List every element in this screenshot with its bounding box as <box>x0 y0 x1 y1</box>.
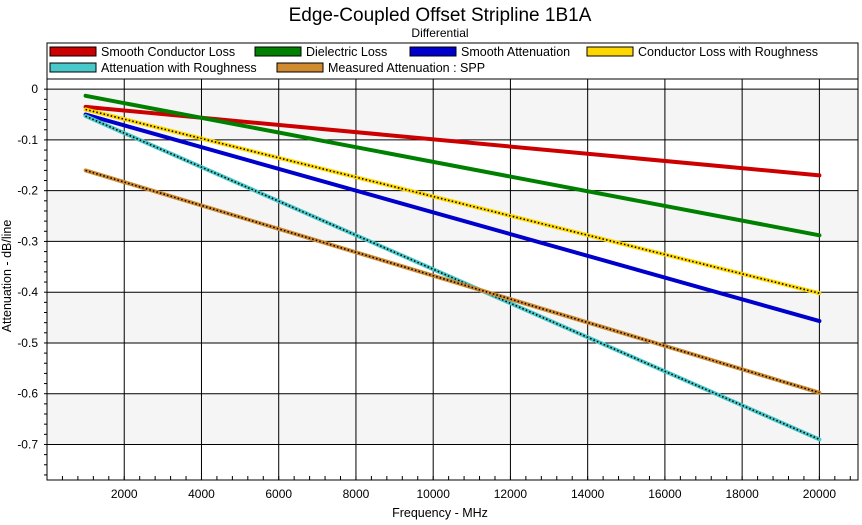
plot-area: 2000 4000 6000 8000 10000 12000 14000 16000 1800… <box>17 78 859 501</box>
x-tick-label: 8000 <box>343 487 370 501</box>
legend-swatch <box>49 62 97 73</box>
x-tick-label: 12000 <box>494 487 528 501</box>
x-tick-label: 20000 <box>803 487 837 501</box>
y-tick-label: 0 <box>31 82 38 96</box>
series-line-dielectric-loss <box>83 93 822 238</box>
series-line-smooth-attenuation <box>83 112 822 324</box>
x-tick-label: 18000 <box>725 487 759 501</box>
y-tick-label: -0.3 <box>17 234 38 248</box>
x-axis-label: Frequency - MHz <box>392 506 488 520</box>
legend: Smooth Conductor Loss Dielectric Loss Smoo… <box>46 42 859 80</box>
legend-entry: Conductor Loss with Roughness <box>638 45 818 59</box>
legend-entry: Smooth Attenuation <box>461 45 570 59</box>
plot-border <box>46 78 859 481</box>
y-tick-label: -0.4 <box>17 285 38 299</box>
chart-subtitle: Differential <box>411 26 468 40</box>
x-tick-label: 4000 <box>188 487 215 501</box>
legend-entry: Measured Attenuation : SPP <box>328 61 485 75</box>
series-line-measured-attenuation-spp <box>83 168 822 395</box>
x-tick-label: 6000 <box>265 487 292 501</box>
legend-entry: Smooth Conductor Loss <box>101 45 235 59</box>
y-tick-label: -0.6 <box>17 387 38 401</box>
y-tick-label: -0.2 <box>17 184 38 198</box>
y-tick-label: -0.1 <box>17 133 38 147</box>
y-tick-label: -0.7 <box>17 437 38 451</box>
plot-band <box>47 292 858 343</box>
chart-title: Edge-Coupled Offset Stripline 1B1A <box>289 5 592 26</box>
x-tick-label: 14000 <box>571 487 605 501</box>
y-tick-label: -0.5 <box>17 336 38 350</box>
legend-swatch <box>276 62 324 73</box>
legend-swatch <box>254 46 302 57</box>
legend-swatch <box>586 46 634 57</box>
legend-swatch <box>409 46 457 57</box>
x-tick-label: 10000 <box>417 487 451 501</box>
y-axis-label: Attenuation - dB/line <box>0 220 14 333</box>
plot-band <box>47 393 858 445</box>
series-dots-conductor-loss-with-roughness <box>85 108 820 294</box>
legend-swatch <box>49 46 97 57</box>
series-dots-attenuation-with-roughness <box>85 115 820 441</box>
legend-entry: Dielectric Loss <box>306 45 387 59</box>
x-tick-label: 16000 <box>648 487 682 501</box>
x-tick-label: 2000 <box>111 487 138 501</box>
legend-entry: Attenuation with Roughness <box>101 61 257 75</box>
